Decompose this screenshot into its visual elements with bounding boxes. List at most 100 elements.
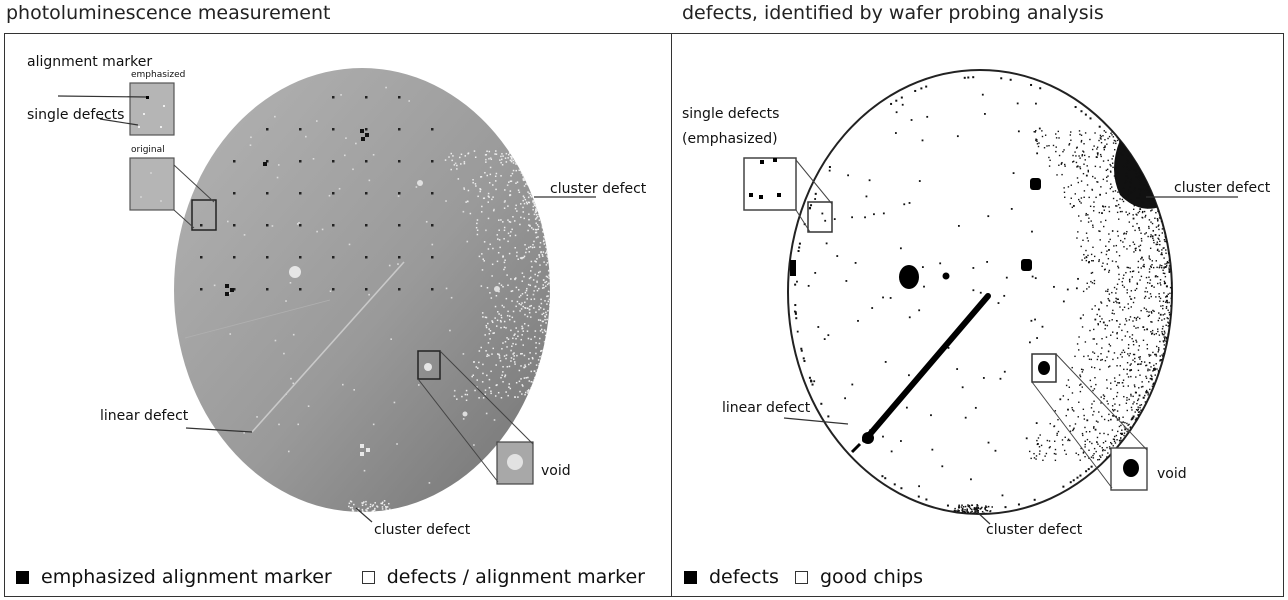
cluster-speck [513,361,516,363]
cluster-speck [1133,297,1136,299]
cluster-speck [527,229,529,232]
cluster-speck [549,278,550,281]
cluster-speck [483,260,485,262]
single-defect [328,194,331,197]
cluster-speck [1113,352,1116,354]
cluster-speck [1083,196,1085,198]
single-defect [845,280,848,282]
single-defect [321,228,324,231]
cluster-speck [1138,415,1140,417]
cluster-speck [540,358,543,361]
cluster-speck [1170,282,1172,285]
single-defect [285,300,287,302]
cluster-speck [471,375,473,378]
cluster-speck [535,352,537,355]
cluster-speck [502,155,504,157]
cluster-speck [1080,180,1083,182]
cluster-speck [1135,319,1138,321]
cluster-speck [545,313,548,316]
cluster-speck [1142,259,1144,261]
edge-defect [1087,468,1090,471]
cluster-speck [1079,375,1082,378]
single-defect [390,338,392,340]
cluster-speck [520,294,522,297]
cluster-speck [1038,142,1040,144]
cluster-speck [504,157,507,159]
cluster-speck [1126,373,1128,375]
cluster-speck [510,180,513,182]
cluster-speck [1150,366,1152,368]
cluster-speck [1143,307,1146,309]
edge-defect [1004,506,1007,509]
cluster-speck [1095,420,1098,422]
cluster-speck [1116,155,1118,157]
edge-defect [900,487,903,490]
cluster-speck [1158,250,1160,252]
cluster-speck [523,202,526,205]
cluster-speck [546,250,548,252]
edge-defect [1164,266,1167,269]
cluster-speck [1165,265,1168,267]
cluster-speck [1163,282,1166,285]
cluster-speck [979,508,982,510]
cluster-speck [1137,271,1140,273]
single-defect [1075,287,1078,290]
cluster-speck [472,181,474,184]
cluster-speck [1149,282,1151,284]
cluster-speck [1138,168,1141,170]
cluster-speck [516,181,519,183]
cluster-speck [519,390,521,393]
cluster-speck [383,500,386,502]
cluster-speck [1096,148,1098,150]
cluster-speck [1102,262,1104,264]
cluster-speck [1153,286,1155,288]
cluster-speck [547,270,550,272]
cluster-speck [512,169,515,172]
cluster-speck [1122,421,1125,423]
cluster-speck [544,330,547,333]
cluster-speck [1148,225,1150,228]
single-defect [1096,152,1099,155]
cluster-speck [1090,358,1093,361]
cluster-speck [980,507,982,510]
cluster-speck [1080,383,1082,385]
cluster-speck [1130,395,1132,397]
edge-defect [925,498,928,501]
cluster-speck [1123,434,1125,437]
cluster-speck [1124,237,1126,240]
cluster-speck [510,175,512,177]
single-defect [813,380,816,383]
single-defect [972,267,975,269]
cluster-speck [545,264,548,266]
cluster-speck [1100,301,1102,303]
cluster-speck [527,392,529,394]
cluster-speck [1110,441,1112,444]
cluster-speck [517,189,520,191]
cluster-speck [475,226,478,229]
cluster-speck [1093,145,1095,147]
cluster-speck [376,511,379,512]
single-defect [1159,313,1162,316]
cluster-speck [1113,245,1115,247]
cluster-speck [953,509,956,512]
cluster-speck [1100,155,1102,158]
cluster-speck [516,255,518,257]
edge-defect [920,87,923,90]
cluster-speck [1149,279,1152,281]
cluster-speck [1162,269,1164,271]
cluster-speck [503,355,506,357]
cluster-speck [465,201,467,203]
cluster-speck [538,219,541,221]
cluster-speck [1075,147,1078,149]
single-defect [796,330,799,333]
cluster-speck [1077,453,1080,456]
cluster-speck [543,235,545,238]
cluster-speck [1112,408,1114,411]
cluster-speck [509,387,512,390]
cluster-speck [1133,204,1135,207]
single-defect [533,290,535,292]
cluster-speck [1042,459,1044,462]
single-defect [450,296,453,299]
cluster-speck [1116,283,1119,285]
